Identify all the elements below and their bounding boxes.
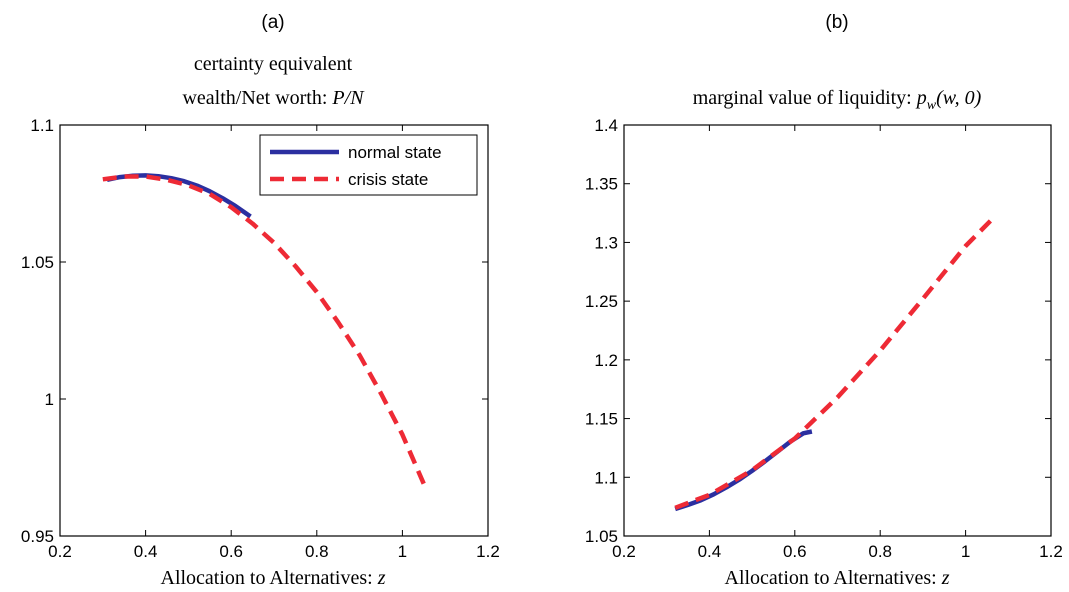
series-line-crisis-state (674, 218, 993, 510)
x-tick-label: 0.8 (868, 542, 892, 561)
x-tick-label: 0.4 (134, 542, 158, 561)
x-tick-label: 0.8 (305, 542, 329, 561)
y-tick-label: 1.4 (594, 116, 618, 135)
legend-label-normal-state: normal state (348, 143, 442, 162)
panel-b-title: marginal value of liquidity: pw(w, 0) (693, 87, 982, 113)
x-tick-label: 0.4 (698, 542, 722, 561)
y-tick-label: 1.15 (585, 410, 618, 429)
x-tick-label: 1 (961, 542, 970, 561)
y-tick-label: 1.35 (585, 175, 618, 194)
y-tick-label: 1.05 (21, 253, 54, 272)
panel-a: (a) certainty equivalent wealth/Net wort… (21, 12, 500, 589)
panel-a-ticks: 0.2 0.4 0.6 0.8 1 1.2 0.95 1 1.05 1.1 (21, 116, 500, 561)
panel-a-label: (a) (261, 12, 284, 33)
panel-b-label: (b) (825, 12, 848, 33)
y-tick-label: 1.1 (594, 468, 618, 487)
panel-b-series (674, 218, 993, 512)
panel-b-x-axis-label: Allocation to Alternatives: z (725, 567, 950, 589)
panel-a-legend: normal state crisis state (259, 134, 478, 196)
panel-a-title-line-1: certainty equivalent (194, 53, 353, 75)
panel-b-axes-frame (623, 124, 1052, 537)
y-tick-label: 1.05 (585, 527, 618, 546)
x-tick-label: 1.2 (476, 542, 500, 561)
y-tick-label: 1.2 (594, 351, 618, 370)
legend-box (259, 134, 478, 196)
panel-a-x-axis-label: Allocation to Alternatives: z (161, 567, 386, 589)
y-tick-label: 1 (45, 390, 54, 409)
x-tick-label: 1.2 (1039, 542, 1063, 561)
legend-label-crisis-state: crisis state (348, 170, 428, 189)
x-tick-label: 0.6 (219, 542, 243, 561)
y-tick-label: 0.95 (21, 527, 54, 546)
panel-a-series (102, 173, 426, 485)
y-tick-label: 1.3 (594, 233, 618, 252)
x-tick-label: 0.2 (48, 542, 72, 561)
x-tick-label: 0.6 (783, 542, 807, 561)
y-tick-label: 1.1 (30, 116, 54, 135)
x-tick-label: 0.2 (612, 542, 636, 561)
panel-a-title-line-2: wealth/Net worth: P/N (182, 87, 365, 109)
series-line-crisis-state (102, 174, 426, 485)
y-tick-label: 1.25 (585, 292, 618, 311)
panel-b: (b) marginal value of liquidity: pw(w, 0… (585, 12, 1063, 589)
panel-a-axes-frame (59, 124, 489, 537)
panel-b-ticks: 0.2 0.4 0.6 0.8 1 1.2 1.05 1.1 1.15 1.2 1.25 1.3 1.3… (585, 116, 1063, 561)
x-tick-label: 1 (398, 542, 407, 561)
